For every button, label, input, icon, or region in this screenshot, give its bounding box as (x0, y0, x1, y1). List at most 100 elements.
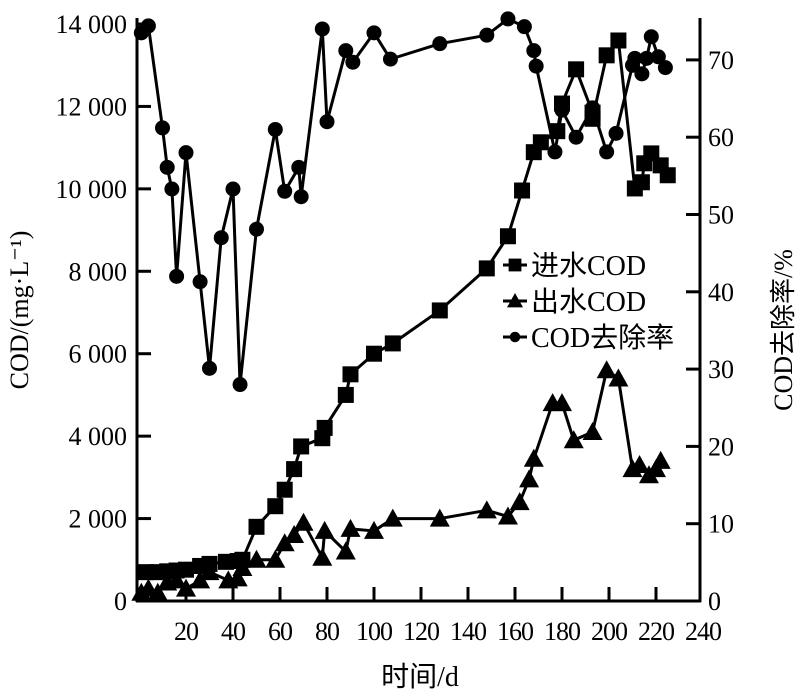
y-tick-label-left: 4 000 (69, 422, 128, 451)
data-point (629, 454, 650, 473)
data-point (293, 438, 310, 455)
series-layer (131, 11, 676, 601)
data-point (147, 582, 168, 601)
data-point (246, 549, 267, 568)
legend-marker (508, 258, 522, 272)
data-point (293, 512, 314, 531)
data-point (657, 60, 673, 76)
data-point (293, 189, 309, 205)
data-point (516, 19, 532, 35)
x-tick-label: 60 (268, 617, 293, 646)
y-tick-label-left: 6 000 (69, 340, 128, 369)
data-point (335, 541, 356, 560)
legend: 进水COD 出水COD COD去除率 (503, 250, 674, 354)
data-point (610, 32, 627, 49)
x-tick-label: 100 (356, 617, 393, 646)
data-point (476, 500, 497, 519)
data-point (563, 430, 584, 449)
data-point (554, 102, 570, 118)
data-point (366, 25, 382, 41)
data-point (338, 43, 354, 59)
data-point (166, 570, 187, 589)
data-point (213, 230, 229, 246)
y-tick-label-right: 10 (708, 510, 734, 539)
data-point (532, 134, 549, 151)
data-point (568, 129, 584, 145)
data-point (284, 525, 305, 544)
data-point (599, 144, 615, 160)
data-point (432, 36, 448, 52)
data-point (340, 518, 361, 537)
legend-item: 进水COD (503, 250, 646, 282)
y-axis-label-right: COD去除率/% (769, 249, 798, 411)
data-point (267, 121, 283, 137)
series-influent-cod (138, 32, 676, 581)
legend-label: COD去除率 (531, 322, 674, 354)
legend-label: 出水COD (531, 286, 646, 318)
legend-marker (509, 331, 521, 343)
data-point (286, 461, 303, 478)
x-tick-label: 160 (497, 617, 534, 646)
data-point (634, 66, 650, 82)
y-tick-label-left: 14 000 (56, 10, 128, 39)
data-point (384, 335, 401, 352)
data-point (633, 174, 650, 191)
data-point (596, 360, 617, 379)
data-point (249, 221, 264, 237)
data-point (366, 345, 382, 362)
y-axis-label-left: COD/(mg·L⁻¹) (5, 231, 34, 390)
data-point (478, 260, 495, 277)
data-point (202, 360, 217, 376)
y-tick-label-right: 50 (708, 201, 734, 230)
data-point (514, 182, 531, 199)
data-point (547, 144, 563, 160)
x-tick-label: 80 (315, 617, 340, 646)
data-point (164, 181, 180, 197)
data-point (291, 159, 307, 175)
y-tick-label-left: 8 000 (69, 257, 128, 286)
data-point (582, 422, 603, 441)
data-point (225, 181, 241, 197)
x-axis-label: 时间/d (381, 661, 459, 693)
y-tick-label-right: 70 (708, 46, 734, 75)
y-tick-label-right: 0 (708, 587, 721, 616)
data-point (598, 47, 615, 64)
legend-item: COD去除率 (503, 322, 674, 354)
data-point (568, 61, 585, 78)
y-tick-label-right: 20 (708, 432, 734, 461)
data-point (519, 469, 540, 488)
y-tick-label-right: 30 (708, 355, 734, 384)
data-point (232, 558, 253, 577)
data-point (523, 448, 544, 467)
data-point (227, 568, 248, 587)
x-tick-label: 240 (685, 617, 722, 646)
data-point (277, 183, 293, 199)
data-point (429, 508, 450, 527)
data-point (479, 27, 495, 43)
data-point (364, 520, 384, 539)
data-point (526, 43, 542, 59)
data-point (178, 145, 194, 161)
data-point (431, 302, 448, 319)
data-point (342, 366, 359, 383)
data-point (643, 29, 659, 45)
data-point (552, 393, 572, 412)
data-point (499, 228, 516, 245)
data-point (650, 49, 666, 65)
data-point (316, 419, 333, 436)
y-tick-label-right: 40 (708, 278, 734, 307)
data-point (608, 368, 629, 387)
legend-marker (507, 293, 523, 308)
x-tick-label: 140 (450, 617, 487, 646)
data-point (382, 51, 398, 67)
data-point (199, 562, 220, 581)
data-point (140, 18, 156, 34)
data-point (314, 520, 335, 539)
data-point (608, 125, 624, 141)
y-tick-label-left: 10 000 (56, 175, 128, 204)
data-point (232, 377, 248, 393)
data-point (627, 50, 643, 66)
data-point (155, 120, 170, 136)
